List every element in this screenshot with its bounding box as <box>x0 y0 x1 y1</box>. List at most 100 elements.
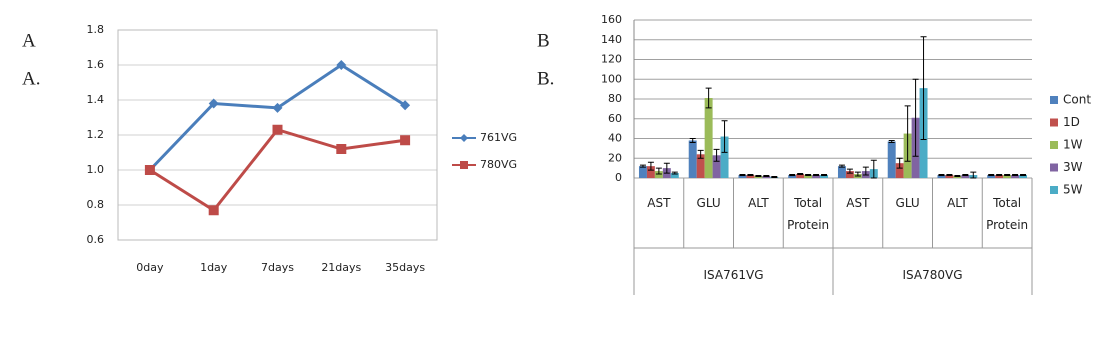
marker <box>144 165 155 175</box>
x-tick-label: 35days <box>385 261 425 274</box>
bar <box>804 175 813 178</box>
group-label: ISA761VG <box>703 268 764 282</box>
error-bar <box>771 176 778 179</box>
marker <box>208 98 219 109</box>
marker <box>272 124 283 135</box>
legend-label: Cont <box>1063 93 1091 107</box>
marker <box>400 100 411 111</box>
bar <box>646 166 655 178</box>
bar <box>638 166 647 178</box>
error-bar <box>912 78 919 157</box>
x-tick-label: Total Protein <box>986 196 1029 232</box>
error-bar <box>671 171 678 175</box>
error-bar <box>755 175 762 178</box>
x-tick-label: 21days <box>321 261 361 274</box>
error-bar <box>854 171 861 177</box>
marker <box>336 144 347 154</box>
error-bar <box>1004 174 1011 177</box>
bar <box>738 175 747 178</box>
error-bar <box>705 87 712 109</box>
error-bar <box>689 138 696 143</box>
y-tick-label: 1.8 <box>87 23 105 36</box>
error-bar <box>1012 174 1019 177</box>
y-tick-label: 20 <box>608 151 622 164</box>
error-bar <box>721 120 728 153</box>
legend-swatch <box>1050 118 1058 127</box>
y-tick-label: 1.0 <box>87 163 105 176</box>
y-tick-label: 160 <box>601 13 622 26</box>
error-bar <box>805 174 812 177</box>
x-tick-label: 7days <box>261 261 294 274</box>
y-tick-label: 80 <box>608 92 622 105</box>
error-bar <box>896 157 903 169</box>
legend-label: 5W <box>1063 183 1083 197</box>
bar <box>704 98 713 178</box>
error-bar <box>946 174 953 177</box>
y-tick-label: 0.8 <box>87 198 105 211</box>
x-tick-label: AST <box>647 196 671 210</box>
bar <box>995 175 1004 178</box>
bar <box>712 155 721 178</box>
error-bar <box>938 174 945 177</box>
bar <box>812 175 821 178</box>
marker <box>208 205 219 216</box>
bar <box>670 173 679 178</box>
bar <box>796 174 805 178</box>
error-bar <box>663 162 670 174</box>
bar <box>746 175 755 178</box>
marker <box>336 60 347 70</box>
x-tick-label: AST <box>846 196 870 210</box>
bar <box>961 175 970 178</box>
error-bar <box>904 105 911 162</box>
panel-label: A <box>22 30 36 51</box>
bar <box>1003 175 1012 178</box>
legend-label: 3W <box>1063 160 1083 174</box>
line <box>148 63 406 172</box>
y-tick-label: 1.6 <box>87 58 105 71</box>
bar <box>887 141 896 178</box>
bar <box>696 154 705 178</box>
error-bar <box>763 175 770 178</box>
bar <box>688 140 697 178</box>
error-bar <box>888 139 895 143</box>
legend-marker <box>460 161 468 169</box>
bar <box>945 175 954 178</box>
y-tick-label: 0.6 <box>87 233 105 246</box>
x-tick-label: ALT <box>947 196 968 210</box>
panel-label: B <box>537 30 550 51</box>
error-bar <box>713 148 720 162</box>
bar <box>845 171 854 178</box>
x-tick-label: 0day <box>136 261 164 274</box>
error-bar <box>739 174 746 177</box>
bar <box>820 175 829 178</box>
y-tick-label: 120 <box>601 53 622 66</box>
x-tick-label: GLU <box>696 196 721 210</box>
y-tick-label: 60 <box>608 112 622 125</box>
error-bar <box>846 168 853 174</box>
legend-label: 1D <box>1063 115 1080 129</box>
y-tick-label: 1.4 <box>87 93 105 106</box>
legend-swatch <box>1050 96 1058 104</box>
error-bar <box>970 171 977 179</box>
error-bar <box>954 175 961 178</box>
error-bar <box>838 164 845 168</box>
bar <box>720 136 729 178</box>
error-bar <box>862 166 869 176</box>
error-bar <box>813 174 820 177</box>
legend-swatch <box>1050 141 1058 149</box>
y-tick-label: 40 <box>608 132 622 145</box>
error-bar <box>655 167 662 175</box>
error-bar <box>962 174 969 177</box>
error-bar <box>821 174 828 177</box>
error-bar <box>797 173 804 176</box>
error-bar <box>697 149 704 159</box>
error-bar <box>789 174 796 177</box>
legend-swatch <box>1050 163 1058 172</box>
marker <box>272 102 283 113</box>
panel-label: A. <box>22 68 40 89</box>
legend-label: 780VG <box>480 158 517 171</box>
legend-marker <box>460 134 468 142</box>
error-bar <box>920 36 927 140</box>
